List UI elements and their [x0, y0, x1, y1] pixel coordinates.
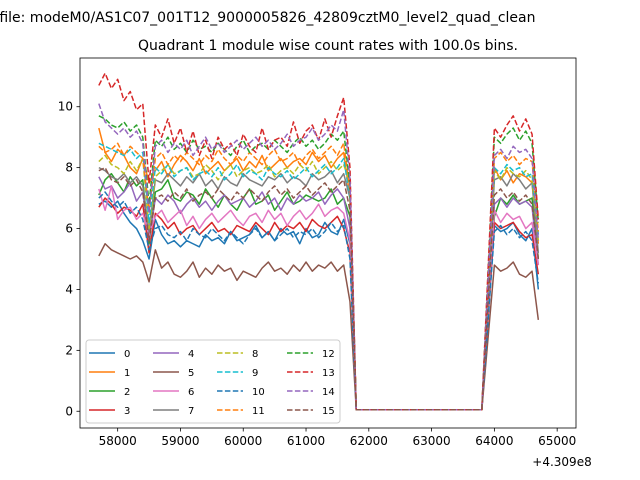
x-tick-label: 65000 [538, 434, 576, 448]
series-line-10 [98, 191, 540, 411]
legend-label-15: 15 [322, 406, 335, 417]
axes-frame [79, 57, 577, 429]
legend-label-10: 10 [252, 387, 265, 398]
x-axis: 58000 59000 60000 61000 62000 63000 64000 65000 [99, 428, 576, 448]
legend-label-7: 7 [188, 406, 194, 417]
legend-label-12: 12 [322, 349, 335, 360]
legend-label-9: 9 [252, 368, 258, 379]
legend-box [85, 339, 341, 424]
x-offset-label: +4.309e8 [532, 455, 591, 469]
legend-label-11: 11 [252, 406, 265, 417]
x-tick-label: 60000 [224, 434, 262, 448]
y-axis: 0 2 4 6 8 10 [58, 100, 80, 418]
legend-label-0: 0 [124, 349, 130, 360]
y-tick-label: 0 [65, 404, 73, 418]
legend-label-5: 5 [188, 368, 194, 379]
x-tick-label: 58000 [99, 434, 137, 448]
x-tick-label: 63000 [413, 434, 451, 448]
legend-label-8: 8 [252, 349, 258, 360]
legend-label-2: 2 [124, 387, 130, 398]
plot-lines [98, 72, 540, 411]
x-tick-label: 59000 [161, 434, 199, 448]
x-tick-label: 61000 [287, 434, 325, 448]
y-tick-label: 6 [65, 222, 73, 236]
figure-suptitle: n file: modeM0/AS1C07_001T12_9000005826_… [0, 10, 535, 26]
legend-label-14: 14 [322, 387, 335, 398]
chart-title: Quadrant 1 module wise count rates with … [138, 38, 518, 54]
legend-label-3: 3 [124, 406, 130, 417]
series-line-15 [98, 166, 540, 411]
y-tick-label: 4 [65, 282, 73, 296]
y-tick-label: 2 [65, 343, 73, 357]
legend-label-4: 4 [188, 349, 194, 360]
y-tick-label: 10 [58, 100, 73, 114]
legend-label-1: 1 [124, 368, 130, 379]
legend-label-13: 13 [322, 368, 335, 379]
x-tick-label: 62000 [350, 434, 388, 448]
x-tick-label: 64000 [475, 434, 513, 448]
legend-label-6: 6 [188, 387, 194, 398]
y-tick-label: 8 [65, 161, 73, 175]
